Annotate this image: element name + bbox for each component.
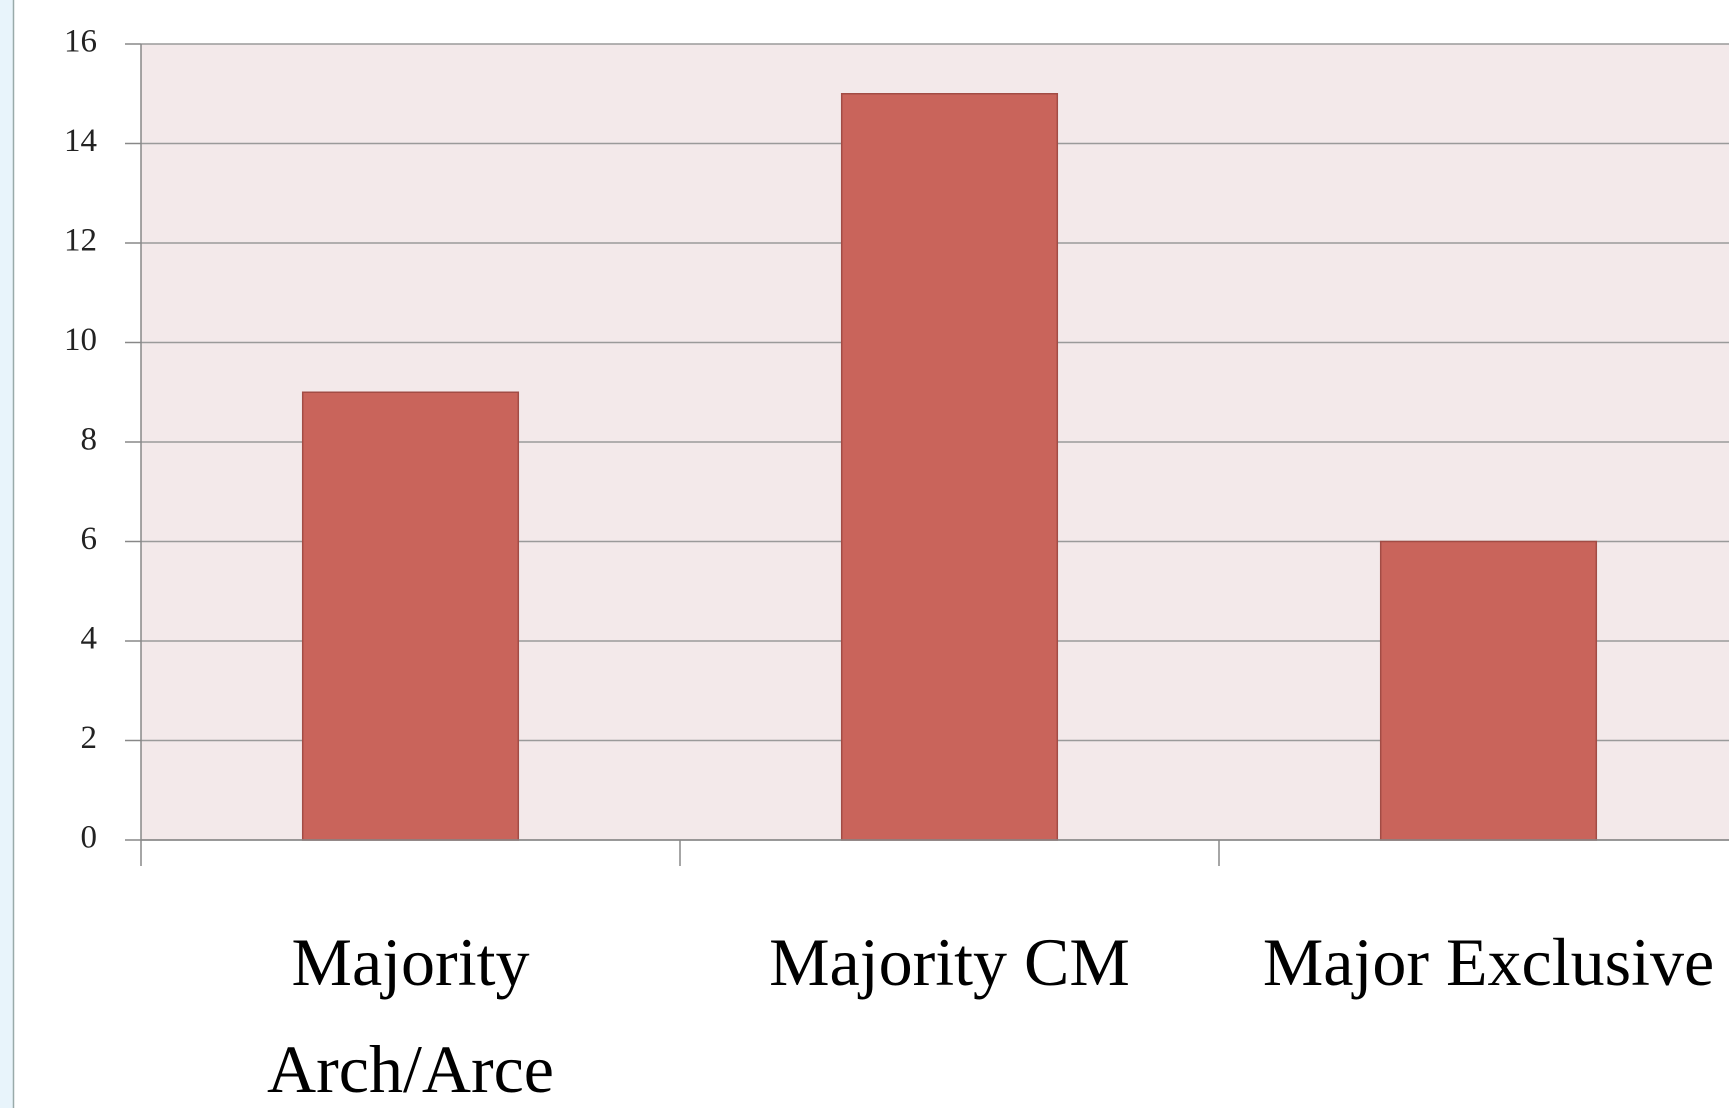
y-tick-label: 0: [81, 820, 98, 856]
x-tick-label: Majority CM: [769, 924, 1130, 1000]
y-tick-label: 8: [81, 422, 98, 458]
x-tick-label: Majority Arch/Arce: [267, 924, 554, 1107]
x-tick-label: Major Exclusive: [1263, 924, 1714, 1000]
y-tick-label: 14: [64, 123, 97, 159]
y-tick-label: 16: [64, 24, 97, 60]
side-strip: [0, 0, 13, 1108]
bar: [301, 391, 520, 841]
y-tick-label: 10: [64, 322, 97, 358]
bar: [1379, 540, 1598, 841]
bar: [840, 93, 1059, 841]
y-tick-label: 6: [81, 521, 98, 557]
y-tick-label: 4: [81, 621, 98, 657]
y-tick-label: 2: [81, 720, 98, 756]
y-tick-label: 12: [64, 223, 97, 259]
